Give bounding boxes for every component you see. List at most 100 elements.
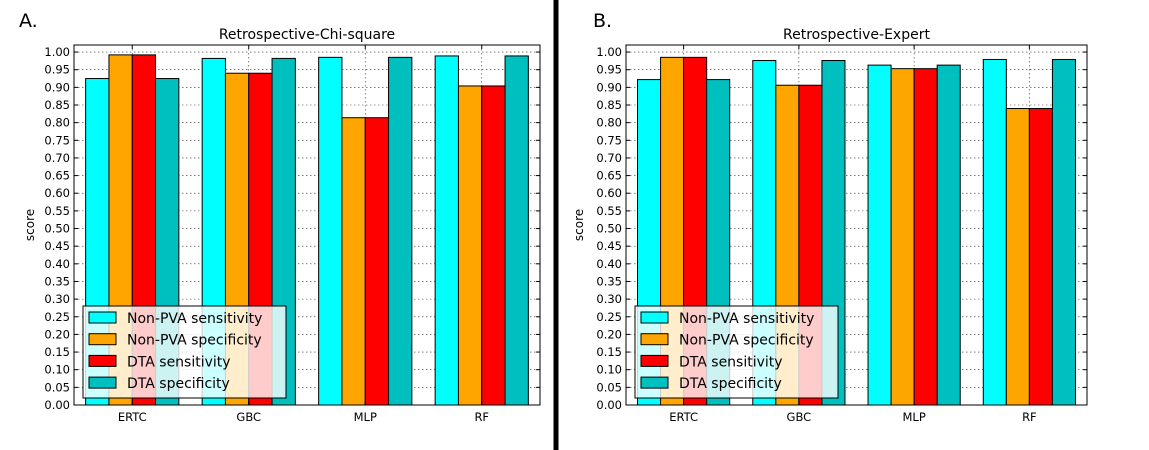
y-tick-label: 0.55	[596, 204, 622, 218]
y-tick-label: 0.25	[596, 310, 622, 324]
y-tick-label: 0.35	[44, 274, 70, 288]
x-tick-label: ERTC	[669, 410, 698, 424]
chart-title-a: Retrospective-Chi-square	[219, 27, 395, 43]
legend-swatch	[640, 354, 669, 367]
bar	[1051, 58, 1076, 406]
x-tick-label: ERTC	[118, 410, 147, 424]
legend-label: Non-PVA sensitivity	[679, 311, 814, 327]
legend-swatch	[88, 311, 117, 324]
x-tick-label: MLP	[354, 410, 377, 424]
legend-item: DTA sensitivity	[88, 354, 231, 370]
legend-label: Non-PVA sensitivity	[127, 311, 262, 327]
legend-item: DTA sensitivity	[640, 354, 783, 370]
y-tick-label: 0.15	[44, 345, 70, 359]
y-tick-label: 0.80	[596, 116, 622, 130]
bar	[434, 55, 459, 406]
legend-swatch	[88, 376, 117, 389]
y-tick-label: 0.85	[596, 98, 622, 112]
y-tick-label: 0.50	[44, 222, 70, 236]
y-tick-label: 0.75	[44, 133, 70, 147]
bar	[936, 64, 961, 406]
legend-swatch	[88, 354, 117, 367]
legend-box	[634, 305, 839, 399]
legend-label: DTA specificity	[127, 376, 230, 392]
y-tick-label: 0.55	[44, 204, 70, 218]
y-tick-label: 0.40	[44, 257, 70, 271]
x-tick-label: RF	[474, 410, 489, 424]
y-tick-label: 0.30	[44, 292, 70, 306]
bar	[481, 85, 506, 406]
y-tick-label: 0.25	[44, 310, 70, 324]
y-tick-label: 0.70	[596, 151, 622, 165]
y-tick-label: 0.40	[596, 257, 622, 271]
legend-swatch	[640, 333, 669, 346]
x-axis: ERTC GBC MLP RF	[118, 45, 489, 424]
legend-label: Non-PVA specificity	[679, 333, 814, 349]
legend-item: Non-PVA sensitivity	[640, 311, 814, 327]
y-tick-label: 0.30	[596, 292, 622, 306]
y-tick-label: 0.95	[44, 63, 70, 77]
y-tick-label: 0.05	[596, 380, 622, 394]
bar	[388, 56, 413, 406]
x-tick-label: RF	[1022, 410, 1037, 424]
y-tick-label: 0.00	[44, 398, 70, 412]
legend-item: DTA specificity	[640, 376, 782, 392]
y-axis: 0.00 0.05 0.10 0.15 0.20 0.25 0.30 0.35 0.40 0.45…	[596, 45, 1087, 412]
bar	[341, 117, 366, 406]
y-tick-label: 0.10	[596, 363, 622, 377]
legend-item: Non-PVA sensitivity	[88, 311, 262, 327]
plot-frame	[625, 44, 1088, 406]
y-tick-label: 0.45	[44, 239, 70, 253]
x-tick-label: GBC	[787, 410, 812, 424]
plot-frame	[73, 44, 541, 406]
y-tick-label: 0.90	[596, 80, 622, 94]
y-axis-label: score	[23, 209, 37, 241]
bar	[364, 117, 390, 406]
y-tick-label: 0.60	[596, 186, 622, 200]
bar	[504, 55, 529, 406]
bar	[1005, 108, 1030, 406]
y-tick-label: 0.15	[596, 345, 622, 359]
x-tick-label: MLP	[902, 410, 925, 424]
y-tick-label: 0.05	[44, 380, 70, 394]
y-tick-label: 0.45	[596, 239, 622, 253]
y-tick-label: 0.75	[596, 133, 622, 147]
panel-letter-a: A.	[19, 10, 38, 32]
y-tick-label: 0.60	[44, 186, 70, 200]
legend-label: DTA specificity	[679, 376, 782, 392]
bar	[867, 64, 892, 406]
bar	[457, 85, 483, 406]
y-tick-label: 0.85	[44, 98, 70, 112]
y-axis-label: score	[572, 209, 586, 241]
y-tick-label: 0.80	[44, 116, 70, 130]
y-tick-label: 1.00	[44, 45, 70, 59]
y-tick-label: 0.50	[596, 222, 622, 236]
legend-label: DTA sensitivity	[679, 354, 783, 370]
legend-label: DTA sensitivity	[127, 354, 231, 370]
chart-title-b: Retrospective-Expert	[783, 27, 930, 43]
bar	[913, 68, 938, 406]
bar	[982, 58, 1007, 406]
x-axis: ERTC GBC MLP RF	[669, 45, 1037, 424]
y-tick-label: 0.90	[44, 80, 70, 94]
chart-panel-a: A. Retrospective-Chi-square 0.00 0.05 0.10…	[19, 10, 541, 424]
chart-panel-b: B. Retrospective-Expert 0.00 0.05 0.10 0.15…	[572, 10, 1088, 424]
x-tick-label: GBC	[236, 410, 261, 424]
legend-item: Non-PVA specificity	[88, 333, 262, 349]
legend-box	[82, 305, 287, 399]
legend-item: Non-PVA specificity	[640, 333, 814, 349]
y-tick-label: 0.95	[596, 63, 622, 77]
y-tick-label: 0.65	[596, 169, 622, 183]
legend-label: Non-PVA specificity	[127, 333, 262, 349]
y-axis: 0.00 0.05 0.10 0.15 0.20 0.25 0.30 0.35 0.40 0.45…	[44, 45, 540, 412]
y-tick-label: 0.20	[596, 327, 622, 341]
legend-swatch	[88, 333, 117, 346]
bar	[1028, 108, 1053, 406]
bar	[890, 68, 915, 406]
y-tick-label: 1.00	[596, 45, 622, 59]
y-tick-label: 0.35	[596, 274, 622, 288]
y-tick-label: 0.00	[596, 398, 622, 412]
legend-swatch	[640, 311, 669, 324]
legend-item: DTA specificity	[88, 376, 230, 392]
